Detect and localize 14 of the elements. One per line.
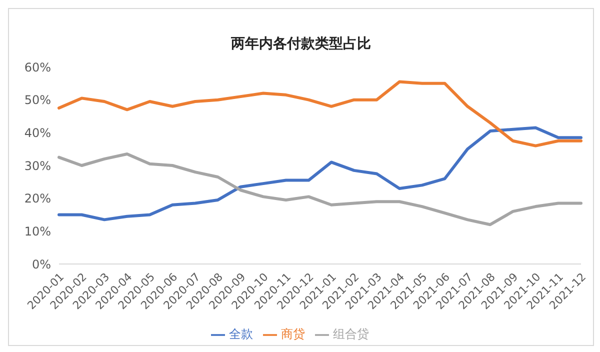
line-series: [58, 126, 582, 222]
y-tick-label: 0%: [32, 257, 51, 272]
y-tick-label: 40%: [24, 126, 51, 140]
y-tick-label: 60%: [24, 60, 51, 74]
y-tick-label: 50%: [24, 93, 51, 108]
legend-label: 商贷: [281, 327, 305, 341]
legend-label: 组合贷: [333, 327, 369, 341]
line-series: [58, 152, 582, 226]
chart-title: 两年内各付款类型占比: [230, 35, 372, 53]
legend-label: 全款: [229, 327, 253, 341]
y-tick-label: 10%: [24, 224, 51, 238]
y-tick-label: 30%: [24, 158, 51, 173]
line-series: [58, 80, 582, 148]
y-tick-label: 20%: [24, 192, 51, 206]
